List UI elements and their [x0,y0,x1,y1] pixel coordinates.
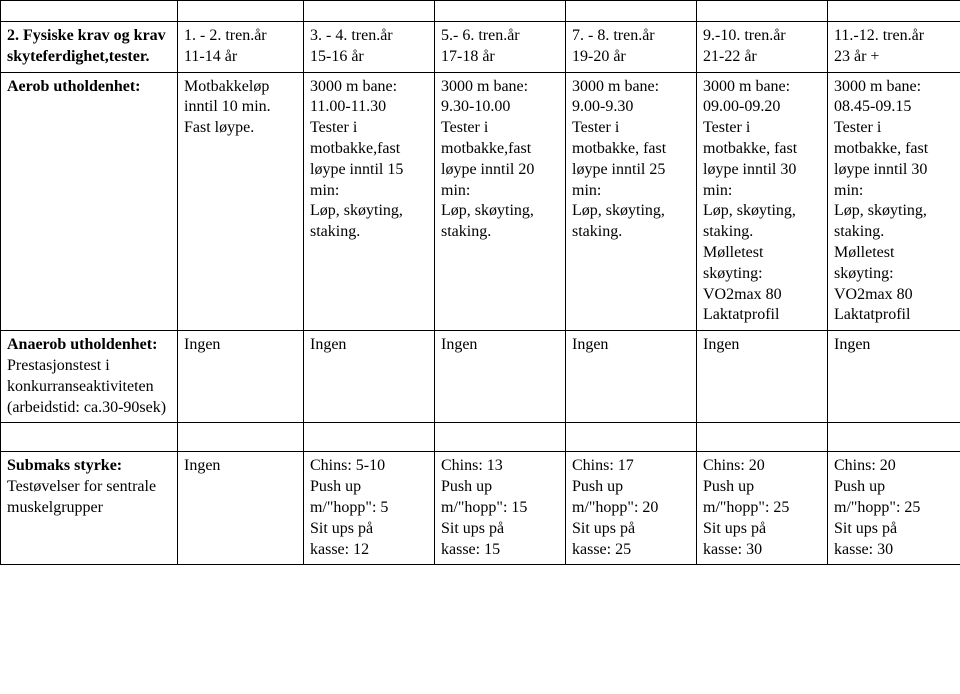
header-c2: 3. - 4. tren.år 15-16 år [304,22,435,73]
header-c1-l1: 11-14 år [184,47,297,68]
row-submaks-c5: Chins: 20 Push up m/"hopp": 25 Sit ups p… [697,452,828,565]
row-aerob-c3: 3000 m bane: 9.30-10.00 Tester i motbakk… [435,72,566,331]
row-anaerob-c1: Ingen [178,331,304,423]
row-submaks-c6: Chins: 20 Push up m/"hopp": 25 Sit ups p… [828,452,960,565]
row-submaks-c3: Chins: 13 Push up m/"hopp": 15 Sit ups p… [435,452,566,565]
header-c5: 9.-10. tren.år 21-22 år [697,22,828,73]
row-anaerob-c5: Ingen [697,331,828,423]
header-c2-l1: 15-16 år [310,47,428,68]
header-c4-l0: 7. - 8. tren.år [572,26,690,47]
row-aerob-label: Aerob utholdenhet: [1,72,178,331]
spacer-row [1,1,960,22]
header-c3-l0: 5.- 6. tren.år [441,26,559,47]
row-aerob-c6: 3000 m bane: 08.45-09.15 Tester i motbak… [828,72,960,331]
header-c0: 2. Fysiske krav og krav skyteferdighet,t… [1,22,178,73]
row-anaerob-c3: Ingen [435,331,566,423]
header-c2-l0: 3. - 4. tren.år [310,26,428,47]
row-anaerob-c4: Ingen [566,331,697,423]
row-aerob-c2: 3000 m bane: 11.00-11.30 Tester i motbak… [304,72,435,331]
header-c6-l0: 11.-12. tren.år [834,26,954,47]
header-c0-l0: 2. Fysiske krav og krav [7,26,171,47]
row-submaks-label: Submaks styrke: Testøvelser for sentrale… [1,452,178,565]
header-c1-l0: 1. - 2. tren.år [184,26,297,47]
requirements-table: 2. Fysiske krav og krav skyteferdighet,t… [0,0,960,565]
header-c3-l1: 17-18 år [441,47,559,68]
row-anaerob-c2: Ingen [304,331,435,423]
row-submaks-c1: Ingen [178,452,304,565]
row-aerob-c5: 3000 m bane: 09.00-09.20 Tester i motbak… [697,72,828,331]
header-c3: 5.- 6. tren.år 17-18 år [435,22,566,73]
header-c4-l1: 19-20 år [572,47,690,68]
header-c5-l1: 21-22 år [703,47,821,68]
header-row: 2. Fysiske krav og krav skyteferdighet,t… [1,22,960,73]
row-anaerob-label: Anaerob utholdenhet: Prestasjonstest i k… [1,331,178,423]
row-aerob-label-text: Aerob utholdenhet: [7,78,141,95]
header-c6: 11.-12. tren.år 23 år + [828,22,960,73]
row-anaerob-c6: Ingen [828,331,960,423]
header-c6-l1: 23 år + [834,47,954,68]
row-aerob-c1: Motbakkeløp inntil 10 min. Fast løype. [178,72,304,331]
header-c4: 7. - 8. tren.år 19-20 år [566,22,697,73]
header-c0-l1: skyteferdighet,tester. [7,47,171,68]
row-aerob: Aerob utholdenhet: Motbakkeløp inntil 10… [1,72,960,331]
header-c1: 1. - 2. tren.år 11-14 år [178,22,304,73]
row-aerob-c4: 3000 m bane: 9.00-9.30 Tester i motbakke… [566,72,697,331]
row-submaks-c2: Chins: 5-10 Push up m/"hopp": 5 Sit ups … [304,452,435,565]
row-anaerob: Anaerob utholdenhet: Prestasjonstest i k… [1,331,960,423]
row-submaks: Submaks styrke: Testøvelser for sentrale… [1,452,960,565]
row-submaks-c4: Chins: 17 Push up m/"hopp": 20 Sit ups p… [566,452,697,565]
header-c5-l0: 9.-10. tren.år [703,26,821,47]
spacer-row-mid [1,423,960,452]
